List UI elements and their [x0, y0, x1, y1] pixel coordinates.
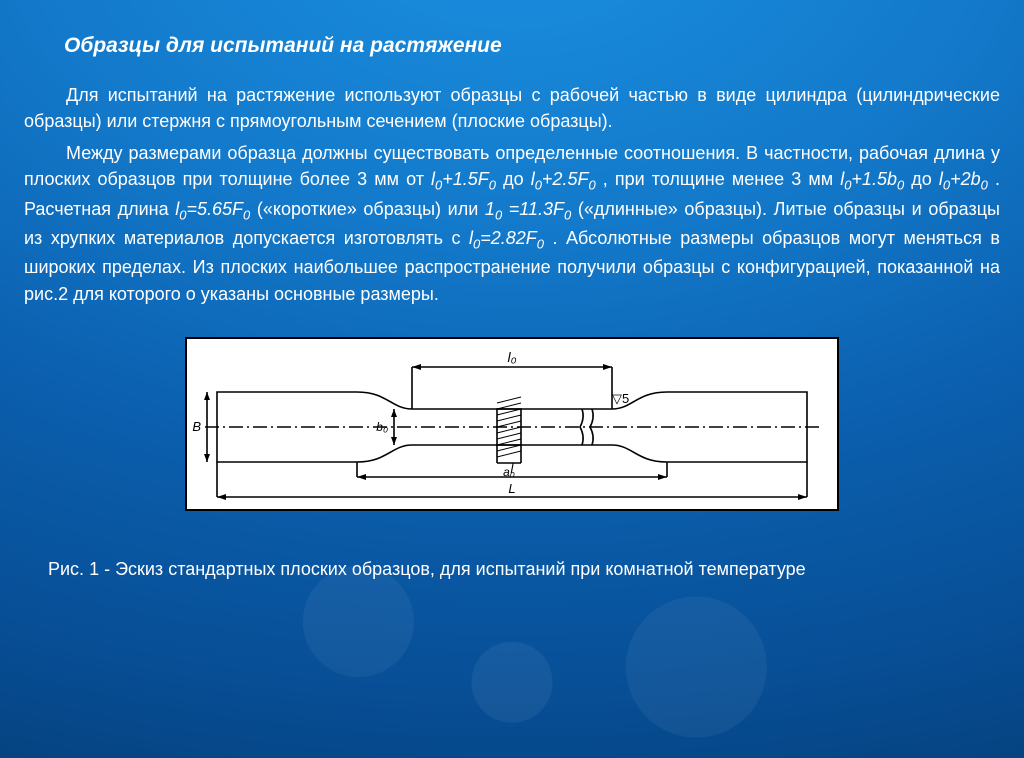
specimen-sketch: l₀▽5a₀b₀BlL — [185, 337, 839, 511]
formula-3: l0+1.5b0 — [840, 169, 904, 189]
p2-text: , при толщине менее 3 мм — [603, 169, 840, 189]
figure-caption: Рис. 1 - Эскиз стандартных плоских образ… — [48, 559, 1000, 580]
svg-text:L: L — [508, 481, 515, 496]
svg-text:b₀: b₀ — [376, 420, 388, 434]
formula-6: 10 =11.3F0 — [485, 199, 571, 219]
paragraph-1: Для испытаний на растяжение используют о… — [24, 82, 1000, 134]
p2-text: («короткие» образцы) или — [257, 199, 485, 219]
formula-4: l0+2b0 — [939, 169, 988, 189]
slide: Образцы для испытаний на растяжение Для … — [0, 0, 1024, 758]
paragraph-2: Между размерами образца должны существов… — [24, 140, 1000, 306]
formula-2: l0+2.5F0 — [531, 169, 596, 189]
slide-title: Образцы для испытаний на растяжение — [64, 34, 1000, 58]
svg-text:B: B — [192, 419, 201, 434]
svg-text:▽5: ▽5 — [612, 391, 629, 406]
p2-text: до — [911, 169, 939, 189]
formula-1: l0+1.5F0 — [431, 169, 496, 189]
svg-text:l₀: l₀ — [507, 349, 516, 365]
formula-5: l0=5.65F0 — [175, 199, 250, 219]
formula-7: l0=2.82F0 — [469, 228, 544, 248]
figure-container: l₀▽5a₀b₀BlL — [24, 337, 1000, 511]
specimen-svg: l₀▽5a₀b₀BlL — [187, 339, 837, 509]
p2-text: до — [503, 169, 531, 189]
